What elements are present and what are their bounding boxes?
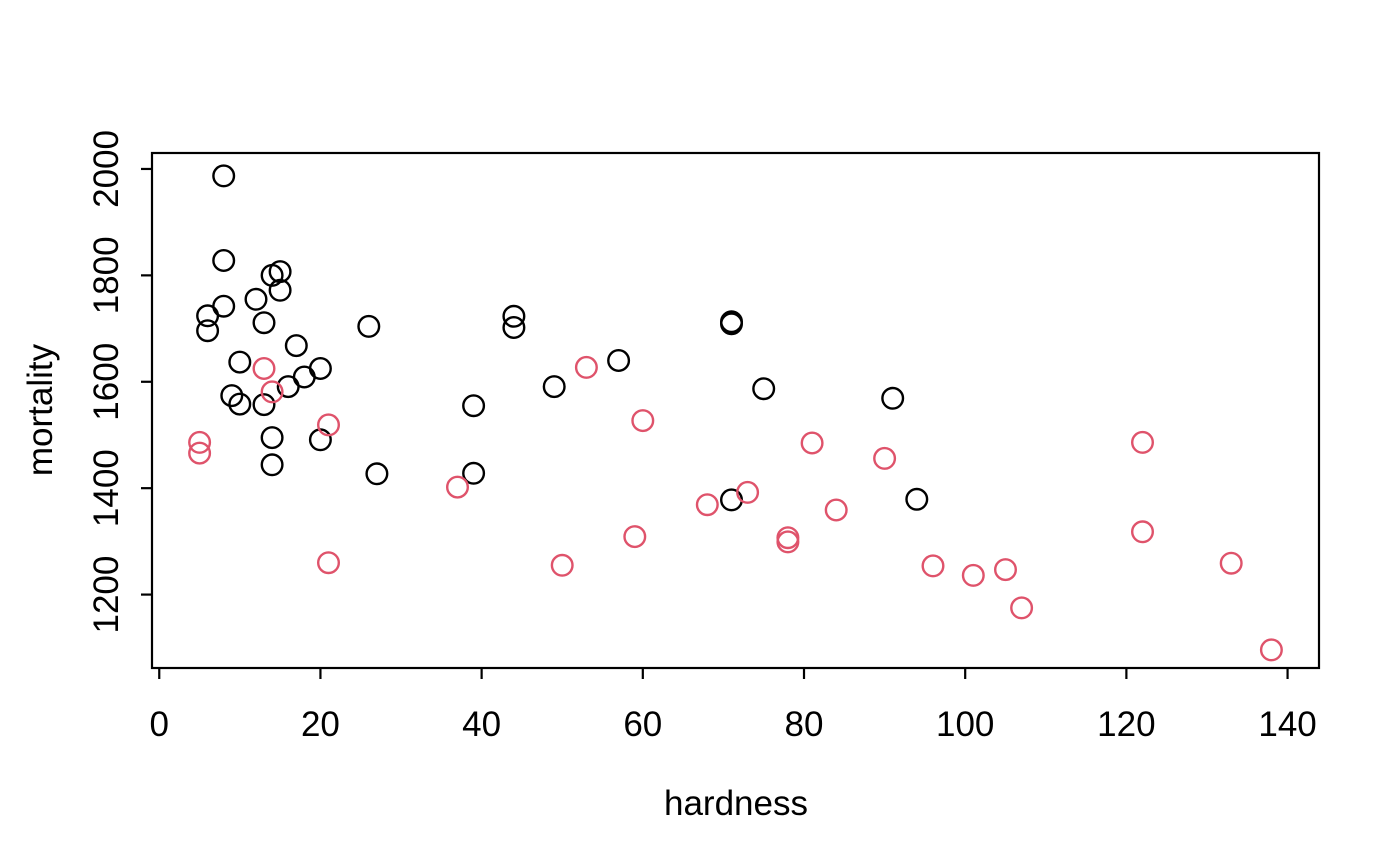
- x-tick-label: 40: [462, 705, 501, 744]
- data-point-black: [462, 394, 486, 418]
- data-point-black: [365, 462, 389, 486]
- data-point-red: [252, 357, 276, 381]
- data-point-black: [228, 392, 252, 416]
- y-tick-label: 1800: [87, 236, 126, 314]
- data-point-red: [1259, 638, 1283, 662]
- data-point-red: [317, 413, 341, 437]
- x-tick-label: 0: [150, 705, 169, 744]
- data-point-black: [228, 350, 252, 374]
- x-tick-label: 140: [1258, 705, 1316, 744]
- data-point-black: [260, 426, 284, 450]
- data-points: [188, 164, 1283, 662]
- data-point-red: [623, 525, 647, 549]
- data-point-red: [260, 380, 284, 404]
- data-point-black: [244, 287, 268, 311]
- data-point-black: [720, 488, 744, 512]
- data-point-red: [695, 493, 719, 517]
- data-point-black: [462, 461, 486, 485]
- data-point-red: [961, 563, 985, 587]
- x-tick-label: 100: [936, 705, 994, 744]
- y-tick-label: 1400: [87, 449, 126, 527]
- data-point-red: [631, 409, 655, 433]
- data-point-black: [542, 375, 566, 399]
- data-point-black: [268, 278, 292, 302]
- data-point-red: [736, 480, 760, 504]
- data-point-red: [317, 551, 341, 575]
- x-tick-label: 20: [301, 705, 340, 744]
- data-point-black: [212, 248, 236, 272]
- data-point-red: [188, 430, 212, 454]
- data-point-black: [607, 349, 631, 373]
- data-point-black: [252, 393, 276, 417]
- x-tick-label: 60: [623, 705, 662, 744]
- data-point-black: [212, 164, 236, 188]
- data-point-red: [1130, 520, 1154, 544]
- data-point-black: [252, 311, 276, 335]
- y-tick-label: 1200: [87, 556, 126, 634]
- data-point-red: [1219, 551, 1243, 575]
- data-point-black: [720, 312, 744, 336]
- data-point-black: [284, 334, 308, 358]
- data-point-black: [308, 357, 332, 381]
- data-point-red: [446, 475, 470, 499]
- axis-ticks: 0 20 40 60 80 100 120 140 1200 1400 1600 1800 2000: [87, 130, 1317, 744]
- data-point-black: [905, 487, 929, 511]
- data-point-black: [276, 375, 300, 399]
- data-point-red: [550, 553, 574, 577]
- data-point-black: [260, 453, 284, 477]
- plot-box: [150, 151, 1321, 670]
- data-point-red: [873, 446, 897, 470]
- data-point-black: [220, 384, 244, 408]
- data-point-red: [800, 431, 824, 455]
- data-point-black: [357, 314, 381, 338]
- y-tick-label: 2000: [87, 130, 126, 208]
- data-point-red: [921, 554, 945, 578]
- data-point-red: [188, 441, 212, 465]
- y-tick-label: 1600: [87, 343, 126, 421]
- data-point-red: [824, 498, 848, 522]
- data-point-black: [502, 304, 526, 328]
- x-tick-label: 80: [785, 705, 824, 744]
- data-point-black: [196, 319, 220, 343]
- x-tick-label: 120: [1097, 705, 1155, 744]
- data-point-red: [1010, 596, 1034, 620]
- data-point-black: [196, 304, 220, 328]
- y-axis-title: mortality: [21, 343, 60, 476]
- x-axis-title: hardness: [664, 784, 808, 823]
- data-point-red: [776, 530, 800, 554]
- data-point-red: [574, 355, 598, 379]
- data-point-red: [994, 558, 1018, 582]
- data-point-red: [1130, 430, 1154, 454]
- data-point-black: [752, 377, 776, 401]
- data-point-black: [881, 386, 905, 410]
- data-point-black: [502, 316, 526, 340]
